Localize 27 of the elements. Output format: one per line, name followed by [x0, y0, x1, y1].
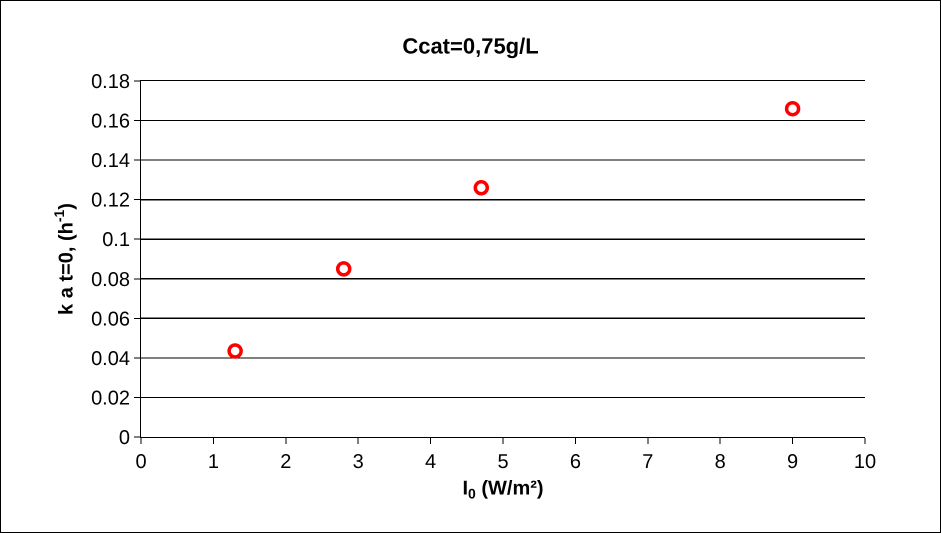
x-tick-label: 4 — [425, 451, 436, 473]
y-tick-label: 0.14 — [91, 150, 130, 172]
point — [227, 343, 243, 359]
y-tick-label: 0.12 — [91, 190, 130, 212]
x-tick-label: 10 — [854, 451, 876, 473]
y-tick-label: 0.16 — [91, 110, 130, 133]
x-tick-label: 0 — [135, 451, 147, 473]
x-tick-label: 6 — [570, 451, 581, 473]
x-tick-label: 3 — [352, 451, 364, 473]
x-tick-label: 1 — [208, 451, 219, 473]
y-tick-label: 0.04 — [91, 348, 130, 370]
point — [336, 261, 352, 277]
point — [784, 100, 800, 116]
y-tick-label: 0.08 — [91, 268, 130, 291]
x-tick-label: 7 — [642, 451, 654, 473]
x-tick-label: 8 — [714, 451, 726, 473]
chart-title: Ccat=0,75g/L — [402, 34, 539, 59]
y-tick-label: 0.06 — [91, 308, 130, 330]
point — [474, 180, 490, 196]
x-tick-label: 5 — [497, 451, 509, 473]
x-tick-label: 2 — [280, 451, 292, 473]
y-tick-label: 0.18 — [91, 71, 130, 93]
y-tick-label: 0 — [118, 427, 130, 449]
x-tick-label: 9 — [787, 451, 798, 473]
x-axis-title: I$_{0}$ (W/m²) — [462, 478, 544, 502]
y-tick-label: 0.1 — [102, 229, 130, 252]
y-tick-label: 0.02 — [91, 387, 130, 410]
